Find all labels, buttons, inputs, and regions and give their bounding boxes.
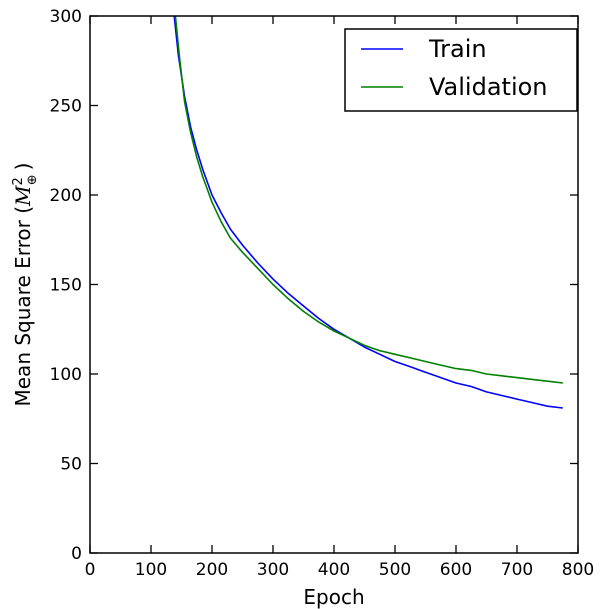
y-axis-title: Mean Square Error (M2⊕) <box>11 162 40 406</box>
x-tick-label: 800 <box>562 560 594 580</box>
legend-label-train: Train <box>428 35 487 63</box>
x-axis-title: Epoch <box>303 585 364 609</box>
tick-labels: 0 100 200 300 400 500 600 700 800 0 50 100 150 200 250… <box>50 7 595 580</box>
legend-label-validation: Validation <box>429 73 548 101</box>
y-tick-label: 200 <box>50 186 82 206</box>
y-tick-label: 0 <box>71 544 82 564</box>
x-tick-label: 500 <box>379 560 411 580</box>
series-line-validation <box>174 15 563 384</box>
y-tick-label: 250 <box>50 97 82 117</box>
x-tick-label: 200 <box>196 560 228 580</box>
x-tick-label: 400 <box>318 560 350 580</box>
x-tick-label: 0 <box>85 560 96 580</box>
y-axis-title-close: ) <box>11 162 35 170</box>
legend-box <box>344 28 578 112</box>
plot-lines <box>173 15 563 409</box>
x-tick-label: 600 <box>440 560 472 580</box>
y-tick-label: 50 <box>60 455 82 475</box>
series-line-train <box>173 15 563 409</box>
y-axis-title-text: Mean Square Error ( <box>11 206 35 407</box>
y-tick-label: 100 <box>50 365 82 385</box>
y-tick-label: 150 <box>50 276 82 296</box>
y-tick-label: 300 <box>50 7 82 27</box>
x-tick-label: 700 <box>501 560 533 580</box>
x-tick-label: 100 <box>135 560 167 580</box>
plot-frame <box>89 15 579 554</box>
legend: Train Validation <box>344 28 578 112</box>
y-axis-title-subscript: ⊕ <box>25 174 40 185</box>
x-tick-label: 300 <box>257 560 289 580</box>
y-axis-title-superscript: 2 <box>11 177 26 185</box>
y-axis-title-symbol: M <box>11 185 35 207</box>
